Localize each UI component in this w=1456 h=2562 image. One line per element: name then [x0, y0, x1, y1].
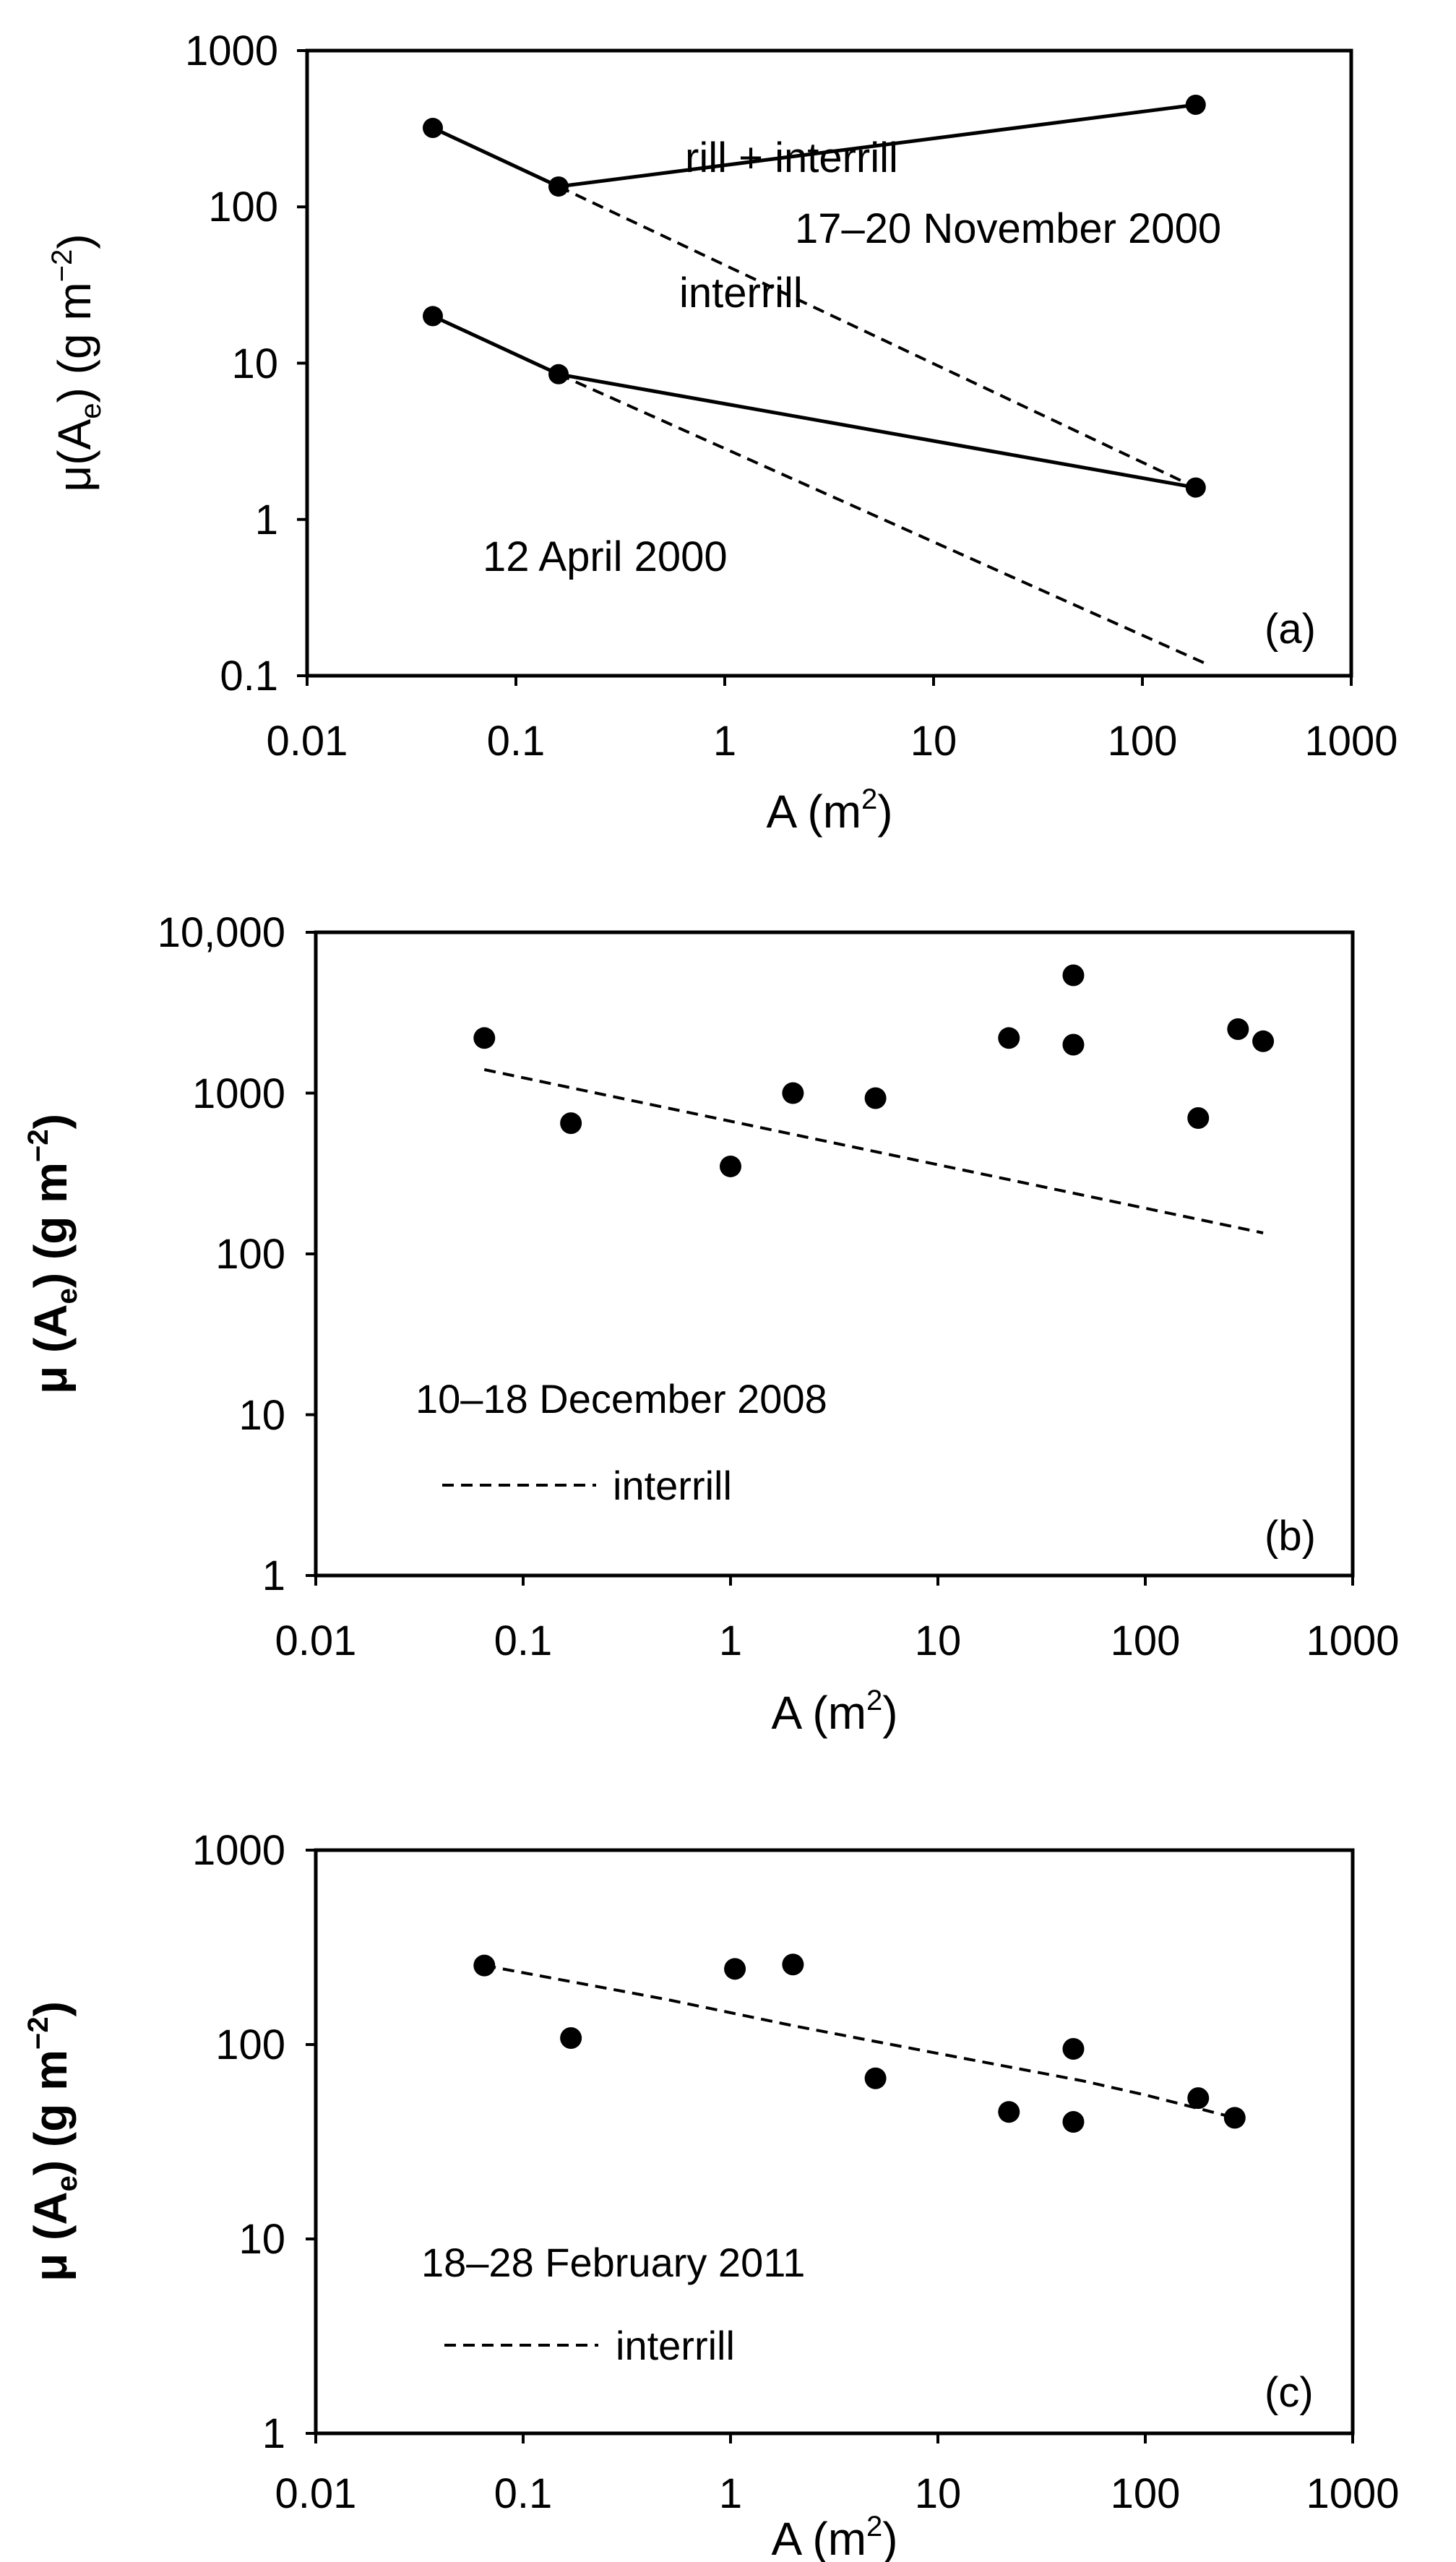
data-point — [1062, 2111, 1085, 2133]
x-tick-label: 100 — [1111, 2470, 1181, 2517]
y-tick-label: 1 — [255, 497, 278, 543]
series-line-rill-interrill — [431, 314, 1197, 490]
series-line-interrill — [558, 372, 1206, 665]
x-tick-label: 0.01 — [267, 718, 348, 765]
panel-label: (c) — [1265, 2369, 1314, 2416]
data-point — [473, 1954, 496, 1977]
x-axis-label: A (m2) — [771, 1685, 897, 1739]
panel-c-marks — [306, 1849, 1354, 2443]
x-tick-label: 100 — [1108, 718, 1178, 765]
x-tick-label: 1 — [719, 2470, 742, 2517]
y-tick-label: 10 — [231, 340, 278, 387]
annotation-event-feb-2011: 18–28 February 2011 — [421, 2240, 805, 2285]
x-tick-label: 10 — [915, 1617, 962, 1664]
panel-a-xticks: 0.01 0.1 1 10 100 1000 — [267, 718, 1398, 765]
y-tick-label: 1000 — [192, 1827, 285, 1874]
panel-c: 0.01 0.1 1 10 100 1000 1 10 100 1000 A (… — [22, 1827, 1400, 2562]
panel-a-marks — [297, 49, 1353, 686]
panel-a: 0.01 0.1 1 10 100 1000 0.1 1 10 100 1000… — [46, 27, 1398, 838]
panel-b: 0.01 0.1 1 10 100 1000 1 10 100 1000 10,… — [22, 909, 1400, 1739]
y-axis-label: μ (Ae) (g m−2) — [22, 2001, 83, 2282]
x-tick-label: 1000 — [1304, 718, 1397, 765]
legend-label-interrill: interrill — [616, 2323, 735, 2368]
y-tick-label: 10 — [238, 2216, 285, 2263]
panel-b-yticks: 1 10 100 1000 10,000 — [158, 909, 285, 1599]
y-tick-label: 1000 — [192, 1070, 285, 1117]
x-tick-label: 0.1 — [494, 2470, 553, 2517]
annotation-event-dec-2008: 10–18 December 2008 — [415, 1376, 827, 1422]
data-point — [560, 1112, 582, 1135]
y-tick-label: 1 — [262, 2410, 285, 2457]
data-point — [1062, 2037, 1085, 2060]
y-tick-label: 10,000 — [158, 909, 285, 956]
data-point — [864, 2067, 887, 2089]
x-tick-label: 0.01 — [275, 1617, 357, 1664]
data-point — [1185, 94, 1206, 115]
panel-b-xticks: 0.01 0.1 1 10 100 1000 — [275, 1617, 1400, 1664]
data-point — [1062, 964, 1085, 986]
x-tick-label: 0.1 — [487, 718, 546, 765]
annotation-rill-interrill: rill + interrill — [685, 134, 898, 181]
x-tick-label: 1 — [719, 1617, 742, 1664]
data-point — [998, 2101, 1020, 2123]
data-point — [548, 364, 569, 384]
data-point — [422, 118, 443, 139]
panel-b-marks — [306, 931, 1354, 1586]
data-point — [782, 1082, 804, 1104]
y-tick-label: 100 — [215, 1231, 285, 1278]
data-point — [1062, 1033, 1085, 1056]
data-point — [1187, 1106, 1210, 1129]
x-tick-label: 1000 — [1306, 2470, 1399, 2517]
panel-a-yticks: 0.1 1 10 100 1000 — [185, 27, 278, 700]
y-tick-label: 100 — [208, 184, 278, 231]
x-axis-label: A (m2) — [771, 2511, 897, 2562]
data-point — [864, 1087, 887, 1109]
data-point — [1227, 1018, 1249, 1040]
y-tick-label: 100 — [215, 2021, 285, 2068]
data-point — [473, 1027, 496, 1049]
panel-b-plot-frame — [314, 930, 1355, 1578]
x-tick-label: 10 — [915, 2470, 962, 2517]
data-point — [1185, 477, 1206, 498]
data-point — [560, 2027, 582, 2050]
trend-line-interrill — [483, 1964, 1236, 2120]
y-tick-label: 10 — [238, 1392, 285, 1439]
y-axis-label: μ (Ae) (g m−2) — [22, 1114, 83, 1394]
y-axis-label: μ(Ae) (g m−2) — [46, 233, 107, 491]
data-point — [998, 1027, 1020, 1049]
x-tick-label: 100 — [1111, 1617, 1181, 1664]
annotation-event-apr-2000: 12 April 2000 — [483, 533, 728, 580]
annotation-interrill: interrill — [679, 270, 803, 317]
panel-label: (b) — [1265, 1513, 1316, 1560]
x-tick-label: 0.1 — [494, 1617, 553, 1664]
data-point — [782, 1953, 804, 1976]
x-axis-label: A (m2) — [766, 783, 892, 838]
panel-label: (a) — [1265, 606, 1316, 653]
data-point — [724, 1958, 746, 1980]
data-point — [1252, 1030, 1275, 1052]
data-point — [1223, 2107, 1246, 2129]
x-tick-label: 1 — [713, 718, 736, 765]
x-tick-label: 10 — [910, 718, 957, 765]
annotation-event-nov-2000: 17–20 November 2000 — [795, 205, 1221, 252]
series-line-interrill — [558, 185, 1197, 489]
data-point — [720, 1155, 741, 1177]
legend-label-interrill: interrill — [613, 1463, 732, 1508]
panel-c-plot-frame — [314, 1848, 1355, 2436]
trend-line-interrill — [483, 1068, 1264, 1234]
y-tick-label: 1 — [262, 1552, 285, 1599]
data-point — [422, 306, 443, 327]
x-tick-label: 1000 — [1306, 1617, 1399, 1664]
panel-c-yticks: 1 10 100 1000 — [192, 1827, 285, 2457]
data-point — [548, 176, 569, 197]
x-tick-label: 0.01 — [275, 2470, 357, 2517]
data-point — [1187, 2087, 1210, 2110]
panel-c-xticks: 0.01 0.1 1 10 100 1000 — [275, 2470, 1400, 2517]
y-tick-label: 0.1 — [220, 653, 278, 700]
y-tick-label: 1000 — [185, 27, 278, 74]
